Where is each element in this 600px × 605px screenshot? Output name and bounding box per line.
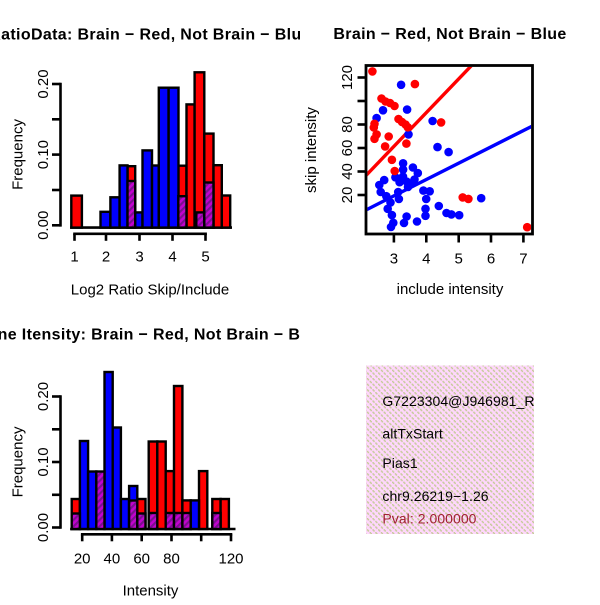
svg-text:0.10: 0.10 — [35, 447, 52, 476]
svg-text:Brain − Red, Not Brain − Blue: Brain − Red, Not Brain − Blue — [333, 26, 566, 43]
svg-text:Intensity: Intensity — [123, 583, 179, 600]
svg-text:40: 40 — [339, 163, 356, 180]
svg-text:skip intensity: skip intensity — [303, 107, 320, 193]
svg-text:0.20: 0.20 — [35, 382, 52, 411]
svg-text:60: 60 — [339, 140, 356, 157]
svg-text:G7223304@J946981_RC11: G7223304@J946981_RC11 — [382, 393, 559, 409]
svg-text:altTxStart: altTxStart — [382, 425, 442, 441]
svg-text:0.20: 0.20 — [35, 69, 52, 98]
svg-text:4: 4 — [422, 251, 430, 268]
svg-text:Pias1: Pias1 — [382, 455, 417, 471]
svg-text:20: 20 — [74, 551, 91, 568]
svg-text:5: 5 — [455, 251, 463, 268]
svg-text:7: 7 — [519, 251, 527, 268]
svg-text:60: 60 — [133, 551, 150, 568]
svg-text:80: 80 — [339, 116, 356, 133]
svg-text:0.10: 0.10 — [35, 140, 52, 169]
svg-text:120: 120 — [339, 65, 356, 90]
svg-text:Gene Itensity: Brain − Red, No: Gene Itensity: Brain − Red, Not Brain − … — [0, 327, 324, 344]
svg-text:3: 3 — [390, 251, 398, 268]
svg-text:Frequency: Frequency — [9, 119, 26, 190]
svg-text:Pval: 2.000000: Pval: 2.000000 — [382, 511, 476, 527]
svg-text:6: 6 — [487, 251, 495, 268]
svg-text:3: 3 — [135, 249, 143, 266]
svg-text:80: 80 — [163, 551, 180, 568]
svg-text:5: 5 — [201, 249, 209, 266]
svg-text:40: 40 — [104, 551, 121, 568]
svg-text:chr9.26219−1.26: chr9.26219−1.26 — [382, 488, 488, 504]
svg-text:1: 1 — [70, 249, 78, 266]
svg-text:RatioData: Brain − Red, Not Br: RatioData: Brain − Red, Not Brain − Blue — [0, 27, 311, 44]
svg-text:Log2 Ratio Skip/Include: Log2 Ratio Skip/Include — [71, 282, 229, 299]
svg-text:120: 120 — [218, 551, 243, 568]
svg-text:Frequency: Frequency — [9, 426, 26, 497]
svg-text:0.00: 0.00 — [35, 513, 52, 542]
svg-text:20: 20 — [339, 187, 356, 204]
svg-text:include intensity: include intensity — [397, 281, 504, 298]
svg-text:4: 4 — [168, 249, 176, 266]
svg-text:2: 2 — [102, 249, 110, 266]
svg-text:0.00: 0.00 — [35, 211, 52, 240]
